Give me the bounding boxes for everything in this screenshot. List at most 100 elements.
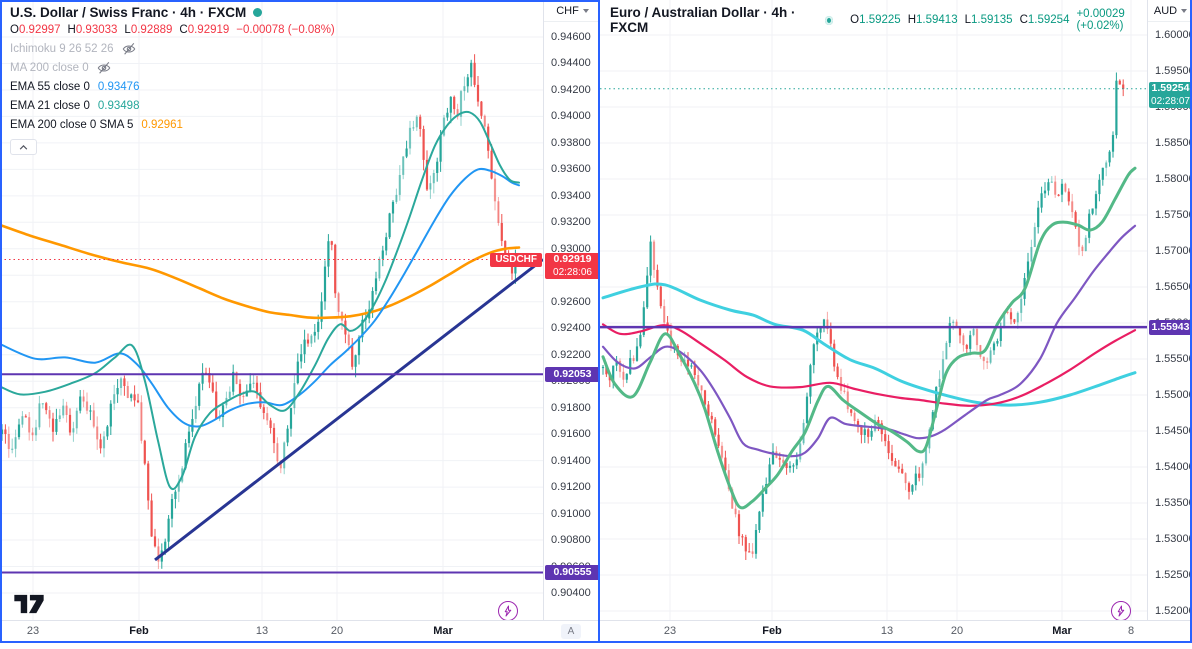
price-tick-label: 1.53000 — [1155, 533, 1192, 545]
level-price-badge: 1.55943 — [1149, 319, 1192, 335]
eye-hidden-icon[interactable] — [97, 61, 111, 75]
euraud-ohlc-row: O1.59225 H1.59413 L1.59135 C1.59254 +0.0… — [850, 8, 1147, 32]
open-value: 0.92997 — [18, 24, 61, 36]
ema-200-crimson-line — [601, 323, 1137, 407]
time-tick-label: 8 — [1127, 625, 1135, 637]
grid-lines — [600, 0, 1147, 620]
time-tick-label: 23 — [26, 625, 40, 637]
indicator-row-ema55[interactable]: EMA 55 close 0 0.93476 — [10, 80, 140, 93]
price-tick-label: 0.94200 — [551, 83, 591, 96]
euraud-title-text: Euro / Australian Dollar · 4h · FXCM — [610, 5, 796, 35]
ema-200-sma-5-line — [0, 223, 521, 320]
auto-scale-button[interactable]: A — [561, 624, 581, 639]
usdchf-chart-pane[interactable]: U.S. Dollar / Swiss Franc · 4h · FXCM O0… — [0, 0, 543, 620]
lightning-icon — [1117, 605, 1125, 617]
current-price-badge: 1.59254 02:28:07 — [1149, 81, 1192, 108]
ma-cyan-line — [601, 282, 1137, 407]
price-tick-label: 1.60000 — [1155, 29, 1192, 41]
usdchf-legend: U.S. Dollar / Swiss Franc · 4h · FXCM O0… — [10, 5, 335, 155]
indicator-row-ichimoku[interactable]: Ichimoku 9 26 52 26 — [10, 42, 335, 55]
time-tick-label: Feb — [762, 625, 782, 637]
open-value: 1.59225 — [859, 14, 901, 26]
chevron-up-icon — [19, 144, 28, 150]
chevron-down-icon — [582, 9, 589, 13]
price-tick-label: 1.58500 — [1155, 137, 1192, 149]
indicator-row-ema200[interactable]: EMA 200 close 0 SMA 5 0.92961 — [10, 118, 183, 131]
price-tick-label: 0.93600 — [551, 163, 591, 176]
price-tick-label: 0.93000 — [551, 242, 591, 255]
time-tick-label: 13 — [255, 625, 269, 637]
price-tick-label: 1.54500 — [1155, 425, 1192, 437]
current-price-badge: 0.92919 02:28:06 — [545, 252, 600, 279]
price-tick-label: 1.58000 — [1155, 173, 1192, 185]
time-tick-label: Mar — [1052, 625, 1072, 637]
time-tick-label: Mar — [433, 625, 453, 637]
price-tick-label: 0.94000 — [551, 110, 591, 123]
lightning-mode-button[interactable] — [498, 601, 518, 620]
low-value: 0.92889 — [130, 24, 173, 36]
price-tick-label: 0.91200 — [551, 481, 591, 494]
price-tick-label: 1.52000 — [1155, 605, 1192, 617]
price-scale-currency-selector[interactable]: CHF — [544, 0, 601, 22]
price-tick-label: 0.91000 — [551, 507, 591, 520]
price-tick-label: 0.91800 — [551, 401, 591, 414]
candlestick-series — [601, 72, 1125, 560]
time-tick-label: 23 — [663, 625, 677, 637]
level-price-badge: 0.90555 — [545, 564, 600, 580]
bar-countdown-timer: 02:28:06 — [553, 266, 592, 278]
euraud-time-scale[interactable]: 23 Feb 13 20 Mar 8 — [600, 620, 1192, 643]
price-tick-label: 1.52500 — [1155, 569, 1192, 581]
current-price-value: 1.59254 — [1151, 81, 1190, 94]
indicator-row-ma200[interactable]: MA 200 close 0 — [10, 61, 335, 74]
ema-21-line — [0, 110, 520, 491]
close-value: 0.92919 — [187, 24, 230, 36]
eye-hidden-icon[interactable] — [122, 42, 136, 56]
price-tick-label: 1.57500 — [1155, 209, 1192, 221]
chart-panel-usdchf: U.S. Dollar / Swiss Franc · 4h · FXCM O0… — [0, 0, 601, 643]
euraud-legend: Euro / Australian Dollar · 4h · FXCM O1.… — [610, 5, 1147, 35]
price-tick-label: 0.93400 — [551, 189, 591, 202]
bar-countdown-timer: 02:28:07 — [1151, 95, 1190, 107]
price-tick-label: 0.92200 — [551, 348, 591, 361]
time-tick-label: 20 — [330, 625, 344, 637]
price-tick-label: 1.54000 — [1155, 461, 1192, 473]
tradingview-logo[interactable] — [12, 593, 46, 615]
price-tick-label: 0.92600 — [551, 295, 591, 308]
indicator-row-ema21[interactable]: EMA 21 close 0 0.93498 — [10, 99, 140, 112]
ema-21-green-line — [601, 166, 1137, 510]
price-tick-label: 1.55000 — [1155, 389, 1192, 401]
price-tick-label: 0.94400 — [551, 57, 591, 70]
euraud-symbol-title[interactable]: Euro / Australian Dollar · 4h · FXCM O1.… — [610, 5, 1147, 35]
price-tick-label: 0.90400 — [551, 586, 591, 599]
time-tick-label: Feb — [129, 625, 149, 637]
euraud-price-scale[interactable]: AUD 1.600001.595001.590001.585001.580001… — [1147, 0, 1192, 620]
price-tick-label: 1.53500 — [1155, 497, 1192, 509]
current-price-value: 0.92919 — [553, 252, 592, 265]
trend-line[interactable] — [154, 258, 543, 562]
time-tick-label: 20 — [950, 625, 964, 637]
euraud-chart-pane[interactable]: Euro / Australian Dollar · 4h · FXCM O1.… — [600, 0, 1147, 620]
ema-55-purple-line — [601, 224, 1137, 458]
usdchf-symbol-title[interactable]: U.S. Dollar / Swiss Franc · 4h · FXCM — [10, 5, 335, 20]
ema21-value: 0.93498 — [97, 99, 140, 112]
price-tick-label: 0.90800 — [551, 534, 591, 547]
ema55-value: 0.93476 — [97, 80, 140, 93]
legend-collapse-button[interactable] — [10, 139, 37, 155]
market-status-dot — [824, 15, 834, 25]
high-value: 1.59413 — [916, 14, 958, 26]
usdchf-price-scale[interactable]: CHF 0.94600 0.94400 0.94200 0.94000 0.93800 0… — [543, 0, 601, 620]
market-status-dot — [253, 8, 263, 17]
price-scale-currency-selector[interactable]: AUD — [1148, 0, 1192, 22]
usdchf-title-text: U.S. Dollar / Swiss Franc · 4h · FXCM — [10, 5, 247, 20]
price-tick-label: 0.91600 — [551, 428, 591, 441]
lightning-icon — [504, 605, 512, 617]
price-tick-label: 0.93200 — [551, 216, 591, 229]
ema200-value: 0.92961 — [141, 118, 183, 131]
time-tick-label: 13 — [880, 625, 894, 637]
price-tick-label: 0.91400 — [551, 454, 591, 467]
chevron-down-icon — [1181, 9, 1188, 13]
chart-panel-euraud: Euro / Australian Dollar · 4h · FXCM O1.… — [600, 0, 1192, 643]
change-value: +0.00029 (+0.02%) — [1076, 8, 1125, 32]
usdchf-time-scale[interactable]: A 23 Feb 13 20 Mar — [0, 620, 600, 643]
lightning-mode-button[interactable] — [1111, 601, 1131, 620]
